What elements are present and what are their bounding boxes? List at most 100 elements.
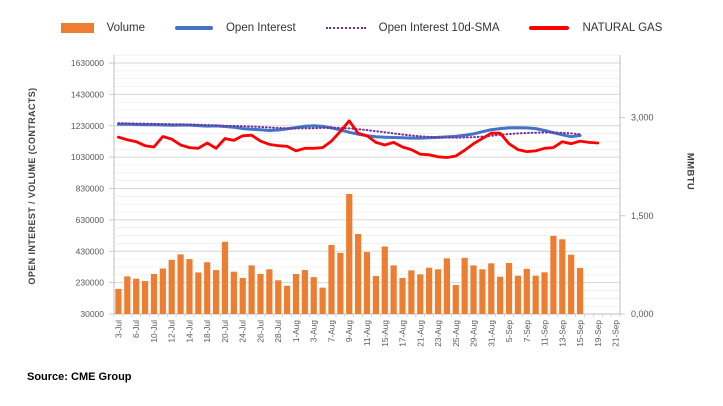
x-axis-tick-label: 26-Jul (255, 320, 265, 343)
volume-bar (301, 270, 308, 314)
volume-bar (381, 246, 388, 314)
left-axis-tick-label: 230000 (76, 278, 105, 288)
open-interest-line (116, 122, 582, 140)
volume-bar (115, 288, 122, 314)
volume-bar (443, 258, 450, 314)
x-axis-tick-label: 14-Jul (184, 320, 194, 343)
volume-bar (390, 265, 397, 314)
volume-bar (266, 269, 273, 314)
x-axis-tick-label: 15-Aug (380, 320, 390, 347)
volume-bar (505, 263, 513, 314)
volume-bar (479, 269, 486, 314)
volume-bar (559, 239, 566, 314)
volume-bar (434, 269, 442, 314)
legend-label-sma: Open Interest 10d-SMA (378, 22, 500, 34)
x-axis-tick-label: 25-Aug (451, 320, 461, 347)
volume-bar (310, 277, 317, 314)
volume-bar (372, 276, 379, 314)
x-axis-tick-label: 12-Jul (167, 320, 177, 343)
volume-bar (168, 259, 175, 314)
natural-gas-swatch-icon (529, 26, 570, 30)
left-axis-tick-label: 30000 (80, 309, 104, 319)
volume-bar (141, 281, 149, 314)
x-axis-tick-label: 28-Jul (273, 320, 283, 343)
x-axis-tick-label: 11-Sep (540, 320, 550, 347)
legend-label-volume: Volume (106, 22, 145, 34)
volume-bar (576, 268, 584, 314)
volume-bar (257, 273, 264, 314)
volume-bar (408, 270, 415, 314)
natural-gas-line (117, 119, 600, 159)
chart-legend: Volume Open Interest Open Interest 10d-S… (0, 22, 723, 34)
volume-bar (532, 275, 539, 314)
volume-bar (239, 277, 246, 314)
left-axis-tick-label: 430000 (76, 246, 105, 256)
volume-bar (346, 193, 353, 314)
volume-bar (497, 276, 504, 314)
x-axis-tick-label: 23-Aug (433, 320, 443, 347)
volume-bar (426, 267, 433, 314)
volume-bar (284, 285, 291, 314)
left-axis-tick-label: 630000 (76, 215, 105, 225)
x-axis-tick-label: 3-Jul (113, 320, 123, 338)
volume-bar (159, 268, 166, 314)
volume-bar (186, 259, 193, 314)
x-axis-tick-label: 18-Jul (202, 320, 212, 343)
legend-item-natural-gas: NATURAL GAS (529, 22, 662, 34)
right-axis-tick-label: 1,500 (631, 211, 654, 221)
left-axis-tick-label: 830000 (76, 184, 105, 194)
x-axis-tick-label: 9-Aug (344, 320, 354, 343)
sma-swatch-icon (325, 27, 366, 29)
right-axis-tick-label: 0,000 (631, 309, 654, 319)
volume-bar (355, 233, 362, 314)
volume-bar (488, 263, 495, 314)
volume-bar (292, 273, 300, 314)
x-axis-tick-label: 5-Sep (504, 320, 514, 343)
legend-label-natural-gas: NATURAL GAS (582, 22, 663, 34)
x-axis-tick-label: 7-Aug (326, 320, 336, 343)
right-axis-title: MMBTU (684, 152, 696, 191)
volume-bar (275, 280, 282, 314)
x-axis-tick-label: 15-Sep (575, 320, 585, 347)
x-axis-tick-label: 7-Sep (522, 320, 532, 343)
volume-bar (204, 262, 211, 314)
x-axis-tick-label: 19-Sep (593, 320, 603, 347)
x-axis-tick-label: 3-Aug (309, 320, 319, 343)
legend-item-open-interest: Open Interest (174, 22, 296, 34)
volume-bar (328, 244, 335, 314)
legend-item-sma: Open Interest 10d-SMA (325, 22, 500, 34)
volume-swatch-icon (60, 23, 94, 33)
x-axis-tick-label: 13-Sep (557, 320, 567, 347)
x-axis-tick-label: 24-Jul (238, 320, 248, 343)
open-interest-swatch-icon (174, 26, 213, 30)
x-axis-tick-label: 1-Aug (291, 320, 301, 343)
x-axis-tick-label: 31-Aug (486, 320, 496, 347)
x-axis-tick-label: 21-Sep (611, 320, 621, 347)
volume-bar (212, 270, 220, 314)
volume-bar (461, 257, 468, 314)
volume-bar (124, 276, 131, 314)
volume-bar (399, 277, 406, 314)
volume-bar (133, 278, 140, 314)
volume-bar (470, 265, 477, 314)
left-axis-tick-label: 1630000 (71, 58, 104, 68)
volume-bar (363, 252, 371, 314)
x-axis-tick-label: 10-Jul (149, 320, 159, 343)
volume-bar (550, 235, 557, 314)
left-axis-tick-label: 1030000 (71, 152, 104, 162)
legend-label-open-interest: Open Interest (225, 22, 296, 34)
legend-item-volume: Volume (60, 22, 145, 34)
x-axis-tick-label: 11-Aug (362, 320, 372, 347)
volume-bar (221, 241, 229, 314)
x-axis-tick-label: 29-Aug (469, 320, 479, 347)
volume-bar (248, 265, 255, 314)
volume-bar (337, 252, 344, 314)
x-axis-tick-label: 6-Jul (131, 320, 141, 338)
volume-bar (195, 272, 202, 314)
volume-bar (177, 254, 184, 314)
left-axis-title: OPEN INTEREST / VOLUME (CONTRACTS) (27, 87, 37, 285)
volume-bar (319, 287, 326, 314)
volume-bar (230, 271, 237, 314)
